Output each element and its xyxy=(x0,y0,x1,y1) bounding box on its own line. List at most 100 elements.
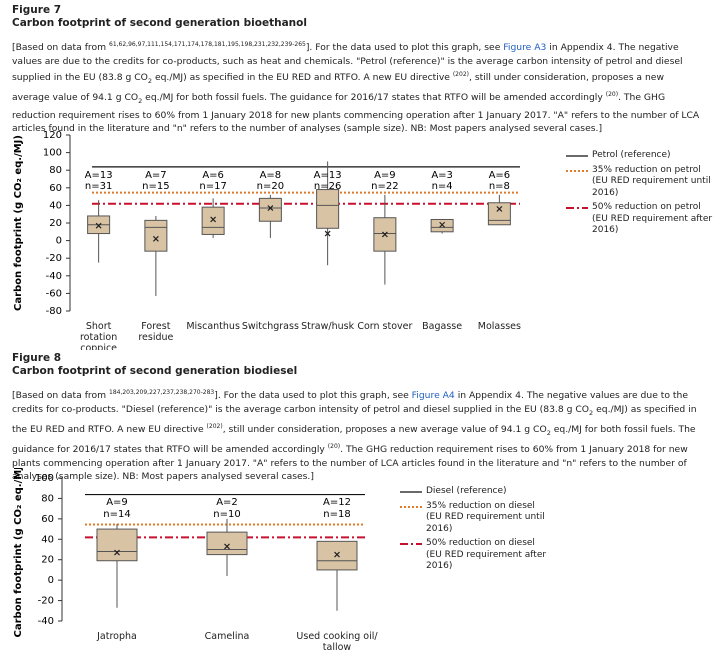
y-tick-label: 0 xyxy=(56,236,62,247)
legend-text: 35% reduction on diesel (EU RED requirem… xyxy=(426,500,545,534)
caption-text: in Appendix 4. The negative values are d… xyxy=(12,42,683,84)
a-label: A=7 xyxy=(145,170,167,181)
legend-swatch xyxy=(400,491,422,493)
legend-swatch xyxy=(566,207,588,209)
subscript: 2 xyxy=(138,97,143,106)
y-tick-label: 20 xyxy=(41,555,54,566)
y-axis-label: Carbon footprint (g CO₂ eq./MJ) xyxy=(13,135,24,311)
chart: Carbon footprint (g CO₂ eq./MJ) -40 -20 0 20… xyxy=(0,468,713,658)
mean-marker xyxy=(210,216,217,223)
box xyxy=(487,202,511,226)
a-label: A=2 xyxy=(216,497,238,508)
legend-text: Diesel (reference) xyxy=(426,486,507,496)
caption-text: , still under consideration, proposes a … xyxy=(222,423,547,435)
x-tick-label: Forest residue xyxy=(138,321,174,343)
legend-item: Petrol (reference) xyxy=(566,150,713,162)
box xyxy=(316,540,358,571)
figure-label: Figure 8 xyxy=(12,352,62,364)
legend-item: 35% reduction on petrol (EU RED requirem… xyxy=(566,165,713,200)
n-label: n=15 xyxy=(142,181,169,192)
legend-swatch xyxy=(400,505,422,508)
reference: 61,62,96,97,111,154,171,174,178,181,195,… xyxy=(109,41,306,48)
a-label: A=13 xyxy=(85,170,113,181)
mean-marker xyxy=(334,551,340,558)
caption-text: . The GHG reduction requirement rises to… xyxy=(12,444,688,483)
y-tick-label: 100 xyxy=(35,473,54,484)
x-tick-label: Switchgrass xyxy=(241,321,299,332)
mean-marker xyxy=(95,222,102,229)
chart-plot: Carbon footprint (g CO₂ eq./MJ) -40 -20 0 20… xyxy=(13,468,365,637)
caption: [Based on data from 184,203,209,227,237,… xyxy=(12,386,702,484)
x-tick-label: Short rotation coppice xyxy=(79,321,118,350)
caption-text: eq./MJ) as specified in the EU RED and R… xyxy=(12,403,697,435)
y-tick-label: 20 xyxy=(49,218,62,229)
legend-swatch xyxy=(400,543,422,545)
caption-text: [Based on data from xyxy=(12,390,109,402)
box xyxy=(430,218,454,233)
caption-text: eq./MJ for both fossil fuels. The guidan… xyxy=(142,92,606,104)
reference: (202) xyxy=(452,71,469,79)
n-label: n=22 xyxy=(371,181,398,192)
figure-link[interactable]: Figure A3 xyxy=(503,42,547,54)
y-tick-label: 60 xyxy=(49,183,62,194)
a-label: A=9 xyxy=(374,170,396,181)
x-tick-label: Straw/husk xyxy=(301,321,355,332)
a-label: A=6 xyxy=(489,170,511,181)
legend-text: 50% reduction on petrol (EU RED requirem… xyxy=(592,202,713,235)
legend-swatch xyxy=(566,169,588,172)
y-tick-label: 40 xyxy=(49,200,62,211)
legend-text: 35% reduction on petrol (EU RED requirem… xyxy=(592,164,711,198)
a-label: A=9 xyxy=(106,497,128,508)
caption-text: in Appendix 4. The negative values are d… xyxy=(12,390,688,415)
figure-title: Carbon footprint of second generation bi… xyxy=(12,17,307,29)
caption-text: eq./MJ for both fossil fuels. The guidan… xyxy=(12,423,696,456)
y-tick-label: -60 xyxy=(46,288,62,299)
y-tick-label: 80 xyxy=(49,165,62,176)
mean-marker xyxy=(439,221,446,228)
box xyxy=(144,219,168,252)
legend: Petrol (reference) 35% reduction on petro… xyxy=(566,150,713,240)
subscript: 2 xyxy=(147,76,153,85)
caption-text: , still under consideration, proposes a … xyxy=(12,72,664,104)
x-tick-label: Molasses xyxy=(477,321,521,332)
y-tick-label: -40 xyxy=(46,271,62,282)
y-tick-label: -20 xyxy=(38,596,54,607)
box xyxy=(96,528,138,562)
caption: [Based on data from 61,62,96,97,111,154,… xyxy=(12,38,702,136)
legend-text: 50% reduction on diesel (EU RED requirem… xyxy=(426,538,547,571)
mean-marker xyxy=(114,549,120,556)
legend-text: Petrol (reference) xyxy=(592,150,671,160)
n-label: n=14 xyxy=(103,509,130,520)
y-tick-label: 100 xyxy=(43,148,62,159)
reference: (20) xyxy=(327,443,341,451)
n-label: n=17 xyxy=(199,181,226,192)
a-label: A=12 xyxy=(323,497,351,508)
subscript: 2 xyxy=(546,428,551,437)
x-tick-label: Miscanthus xyxy=(186,321,240,332)
reference: (20) xyxy=(605,91,619,99)
legend-swatch xyxy=(566,155,588,157)
legend-item: Diesel (reference) xyxy=(400,486,551,498)
mean-marker xyxy=(496,205,503,212)
caption-text: [Based on data from xyxy=(12,42,109,54)
n-label: n=8 xyxy=(489,181,510,192)
chart: Carbon footprint (g CO₂ eq./MJ) -80 -60 -40… xyxy=(0,128,713,350)
caption-text: ]. For the data used to plot this graph,… xyxy=(305,42,504,54)
mean-marker xyxy=(381,231,388,238)
chart-plot: Carbon footprint (g CO₂ eq./MJ) -80 -60 -40… xyxy=(13,130,520,317)
figure-label: Figure 7 xyxy=(12,4,62,16)
n-label: n=20 xyxy=(257,181,284,192)
a-label: A=3 xyxy=(431,170,453,181)
mean-marker xyxy=(324,230,331,237)
reference: 184,203,209,227,237,238,270-283 xyxy=(109,389,215,396)
figure-link[interactable]: Figure A4 xyxy=(411,390,455,402)
box xyxy=(206,531,248,556)
legend-item: 35% reduction on diesel (EU RED requirem… xyxy=(400,501,551,536)
subscript: 2 xyxy=(589,408,594,417)
legend: Diesel (reference) 35% reduction on diese… xyxy=(400,486,551,576)
y-tick-label: -20 xyxy=(46,253,62,264)
box xyxy=(258,197,282,222)
x-tick-label: Camelina xyxy=(204,631,250,642)
caption-text: ]. For the data used to plot this graph,… xyxy=(214,390,412,402)
